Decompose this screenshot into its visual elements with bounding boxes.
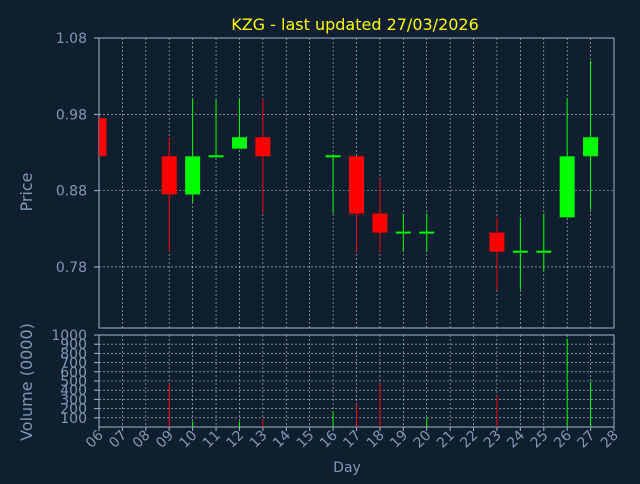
x-tick-label: 27 (574, 428, 598, 452)
candle-body (489, 232, 505, 252)
x-tick-label: 25 (528, 428, 552, 452)
x-tick-label: 23 (481, 428, 505, 452)
x-tick-label: 19 (387, 428, 411, 452)
x-tick-label: 07 (106, 428, 130, 452)
price-axis-label: Price (17, 172, 36, 211)
x-tick-label: 10 (177, 428, 201, 452)
candle-body (231, 137, 247, 149)
candle-body (349, 156, 364, 214)
x-tick-label: 28 (598, 428, 622, 452)
candle-body (185, 156, 201, 195)
x-tick-label: 15 (294, 428, 318, 452)
x-axis-ticks: 06 07 08 09 10 11 12 13 14 15 16 17 18 19 20 21 22 23 24 25… (83, 427, 622, 451)
candle-body (161, 156, 177, 195)
x-tick-label: 24 (504, 427, 528, 451)
volume-y-tick-label: 400 (60, 383, 87, 399)
x-tick-label: 08 (130, 428, 154, 452)
volume-y-tick-label: 600 (60, 365, 87, 381)
price-y-tick-label: 1.08 (56, 31, 87, 47)
volume-y-tick-label: 300 (60, 392, 87, 408)
x-tick-label: 21 (434, 428, 458, 452)
volume-y-tick-label: 800 (60, 346, 87, 362)
candle-body (255, 137, 271, 157)
price-plot-frame (98, 37, 615, 329)
x-tick-label: 09 (153, 428, 177, 452)
price-y-tick-label: 0.78 (56, 260, 87, 276)
volume-y-tick-label: 200 (60, 402, 87, 418)
x-axis-label: Day (333, 460, 361, 476)
candle-body (559, 156, 575, 218)
volume-y-tick-label: 500 (60, 374, 87, 390)
x-tick-label: 18 (364, 428, 388, 452)
x-tick-label: 20 (411, 428, 435, 452)
x-tick-label: 16 (317, 427, 341, 451)
volume-y-tick-label: 1000 (51, 328, 87, 344)
volume-y-tick-label: 100 (60, 411, 87, 427)
candle-body (99, 118, 107, 157)
x-tick-label: 14 (270, 427, 294, 451)
x-tick-label: 26 (551, 427, 575, 451)
x-tick-label: 06 (83, 427, 107, 451)
volume-axis-label: Volume (0000) (17, 323, 36, 441)
x-tick-label: 11 (200, 428, 224, 452)
x-tick-label: 22 (457, 428, 481, 452)
price-y-tick-label: 0.88 (56, 184, 87, 200)
x-tick-label: 13 (247, 428, 271, 452)
volume-y-tick-label: 700 (60, 356, 87, 372)
candle-body (583, 137, 599, 157)
price-panel: 1.08 0.98 0.88 0.78 (56, 31, 615, 329)
x-tick-label: 12 (223, 428, 247, 452)
candle-body (372, 213, 388, 233)
chart-title: KZG - last updated 27/03/2026 (231, 15, 479, 34)
volume-y-tick-label: 900 (60, 337, 87, 353)
price-y-tick-label: 0.98 (56, 107, 87, 123)
x-tick-label: 17 (340, 428, 364, 452)
candles (99, 60, 599, 290)
